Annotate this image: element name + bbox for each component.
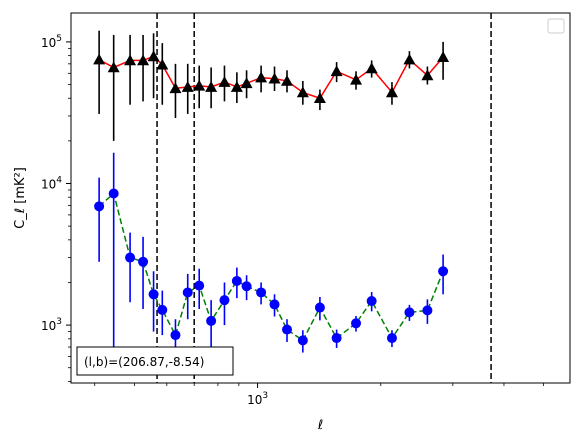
- data-point: [93, 53, 106, 65]
- data-point: [351, 318, 362, 329]
- data-point: [297, 335, 308, 346]
- data-point: [125, 252, 136, 263]
- data-point: [404, 307, 415, 318]
- data-point: [386, 333, 397, 344]
- data-point: [422, 305, 433, 316]
- data-point: [280, 74, 293, 86]
- data-point: [437, 51, 450, 62]
- y-tick-label: 103: [41, 317, 62, 333]
- annotation-label: (l,b)=(206.87,-8.54): [84, 355, 204, 369]
- y-axis-label: C_ℓ [mK²]: [13, 167, 28, 229]
- data-point: [206, 315, 217, 326]
- data-point: [219, 295, 230, 306]
- legend-box: [547, 18, 565, 34]
- data-point: [205, 81, 218, 92]
- data-point: [365, 62, 378, 74]
- data-point: [148, 289, 159, 300]
- data-point: [170, 330, 181, 341]
- data-point: [314, 302, 325, 313]
- data-point: [331, 333, 342, 344]
- data-point: [181, 81, 194, 92]
- plot-content: [93, 13, 492, 383]
- data-point: [193, 79, 206, 91]
- data-point: [182, 287, 193, 298]
- data-point: [281, 324, 292, 335]
- data-point: [255, 71, 268, 83]
- plot-layer: [93, 13, 492, 383]
- data-point: [268, 72, 281, 84]
- data-point: [296, 86, 309, 98]
- data-point: [438, 266, 449, 277]
- x-axis-label: ℓ: [317, 418, 323, 433]
- y-tick-label: 104: [41, 175, 62, 191]
- data-point: [156, 58, 169, 70]
- series-line-1: [98, 192, 444, 342]
- data-point: [157, 304, 168, 315]
- axes-layer: 103 103 104 105 ℓ C_ℓ [mK²]: [13, 34, 545, 433]
- data-point: [194, 280, 205, 291]
- plot-frame: [70, 12, 571, 384]
- y-tick-exponent: 5: [56, 34, 62, 44]
- data-point: [218, 76, 231, 87]
- data-point: [137, 54, 150, 66]
- y-tick-label: 105: [41, 34, 62, 50]
- legend: [547, 18, 565, 34]
- y-tick-exponent: 3: [56, 317, 62, 327]
- data-point: [240, 77, 253, 89]
- annotation-frame: [76, 346, 234, 376]
- data-point: [94, 201, 105, 212]
- data-point: [269, 299, 280, 310]
- x-tick-exponent: 3: [262, 391, 268, 401]
- y-tick-exponent: 4: [56, 175, 62, 185]
- data-point: [385, 86, 398, 98]
- data-point: [403, 53, 416, 65]
- data-point: [147, 50, 160, 62]
- data-point: [231, 275, 242, 286]
- data-point: [241, 281, 252, 292]
- data-point: [366, 295, 377, 306]
- data-point: [330, 65, 343, 77]
- data-point: [124, 54, 137, 66]
- data-point: [313, 92, 326, 104]
- data-point: [169, 82, 182, 94]
- x-tick-label: 103: [247, 391, 268, 407]
- data-point: [256, 287, 267, 298]
- data-point: [138, 256, 149, 267]
- data-point: [350, 73, 363, 85]
- data-point: [421, 69, 434, 81]
- data-point: [108, 188, 119, 199]
- data-point: [230, 81, 243, 92]
- annotation-box: (l,b)=(206.87,-8.54): [76, 346, 234, 376]
- data-point: [107, 61, 120, 73]
